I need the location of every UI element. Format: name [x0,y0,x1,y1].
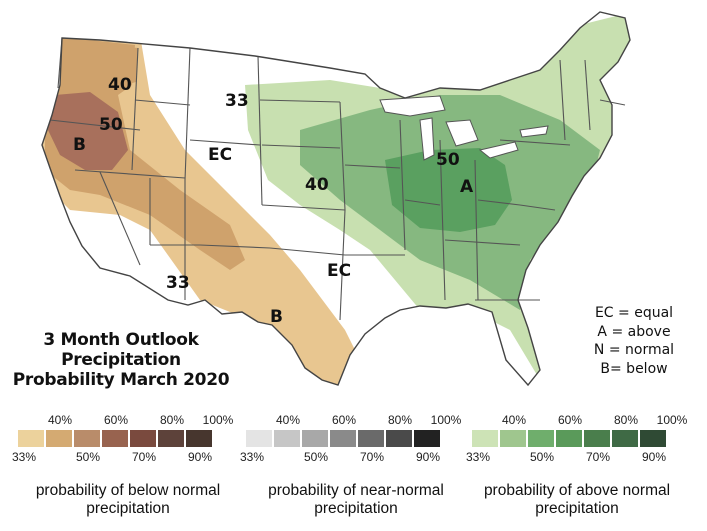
legend-swatch [584,430,610,447]
caption-line-1: probability of below normal [35,482,221,499]
legend-swatch [18,430,44,447]
legend-swatches [246,430,456,447]
below-40-region [45,35,245,270]
legend-swatches [472,430,682,447]
below-40-north [70,40,138,92]
key-line-b: B= below [600,360,668,377]
legend-tick: 80% [613,413,639,427]
legend-bottom-labels: 33% 50% 70% 90% [466,450,682,464]
legend-swatch [358,430,384,447]
map-label-b-west: B [73,135,86,155]
legend-caption: probability of above normal precipitatio… [462,482,692,518]
legend-above-normal: 40% 60% 80% 100% 33% 50% 70% 90% probabi… [466,413,687,518]
key-line-ec: EC = equal [594,305,674,321]
legend-tick: 100% [656,413,688,427]
legend-tick: 40% [47,413,73,427]
legend-swatch [130,430,156,447]
legend-swatch [640,430,666,447]
map-label-33-southwest: 33 [166,273,190,293]
legend-tick: 60% [331,413,357,427]
key-line-n: N = normal [593,342,675,358]
legend-swatch [472,430,498,447]
legend-swatch [186,430,212,447]
legend-tick: 33% [239,450,265,464]
caption-line-1: probability of above normal [483,482,671,499]
region-labels: 40 50 B 33 EC 40 EC 33 B 50 A [73,75,474,327]
key-line-a: A = above [597,323,671,340]
legend-tick: 60% [103,413,129,427]
caption-line-2: precipitation [535,500,619,517]
map-label-40-plains: 40 [305,175,329,195]
legend-tick: 70% [585,450,611,464]
legend-tick: 70% [131,450,157,464]
legend-tick: 70% [359,450,385,464]
legend-swatch [246,430,272,447]
legend-tick: 100% [430,413,462,427]
legend-tick: 50% [529,450,555,464]
map-label-50-midwest: 50 [436,150,460,170]
legend-swatch [612,430,638,447]
legend-top-labels: 40% 60% 80% 100% [18,413,233,427]
legend-swatch [74,430,100,447]
caption-line-1: probability of near-normal [268,482,444,499]
legend-tick: 40% [275,413,301,427]
legend-swatch [102,430,128,447]
great-lakes [379,95,549,161]
legend-caption: probability of below normal precipitatio… [8,482,248,518]
legend-swatch [330,430,356,447]
legend-caption: probability of near-normal precipitation [236,482,476,518]
legend-swatch [302,430,328,447]
us-outlook-map: 40 50 B 33 EC 40 EC 33 B 50 A [41,11,631,386]
state-borders [49,37,626,321]
abbreviation-key: EC = equal A = above N = normal B= below [568,304,700,378]
legend-bottom-labels: 33% 50% 70% 90% [240,450,456,464]
legend-top-labels: 40% 60% 80% 100% [246,413,461,427]
legend-tick: 80% [387,413,413,427]
legend-tick: 50% [75,450,101,464]
legend-top-labels: 40% 60% 80% 100% [472,413,687,427]
legend-tick: 90% [641,450,667,464]
map-label-50-west: 50 [99,115,123,135]
map-label-ec-rockies: EC [208,145,232,165]
legend-tick: 60% [557,413,583,427]
legend-tick: 90% [187,450,213,464]
legend-swatch [414,430,440,447]
above-50-region [385,148,512,232]
map-label-a-ohio-valley: A [460,177,474,197]
legend-swatch [556,430,582,447]
map-label-ec-south-plains: EC [327,261,351,281]
map-label-b-texas: B [270,307,283,327]
legend-swatch [158,430,184,447]
legend-tick: 40% [501,413,527,427]
map-label-40-northwest: 40 [108,75,132,95]
legend-tick: 50% [303,450,329,464]
legend-bottom-labels: 33% 50% 70% 90% [12,450,228,464]
legend-swatch [500,430,526,447]
legend-tick: 90% [415,450,441,464]
caption-line-2: precipitation [314,500,398,517]
below-50-region [48,92,128,170]
legend-near-normal: 40% 60% 80% 100% 33% 50% 70% 90% probabi… [240,413,461,518]
legend-below-normal: 40% 60% 80% 100% 33% 50% 70% 90% probabi… [12,413,233,518]
legend-swatch [274,430,300,447]
legend-tick: 100% [202,413,234,427]
title-line-1: 3 Month Outlook [43,330,199,350]
legend-swatches [18,430,228,447]
legend-tick: 80% [159,413,185,427]
legend-swatch [528,430,554,447]
legend-tick: 33% [11,450,37,464]
legend-swatch [386,430,412,447]
map-label-33-north: 33 [225,91,249,111]
map-title: 3 Month Outlook Precipitation Probabilit… [6,330,236,390]
caption-line-2: precipitation [86,500,170,517]
title-line-2: Precipitation [61,350,181,370]
title-line-3: Probability March 2020 [12,370,230,390]
legend-tick: 33% [465,450,491,464]
legend-swatch [46,430,72,447]
